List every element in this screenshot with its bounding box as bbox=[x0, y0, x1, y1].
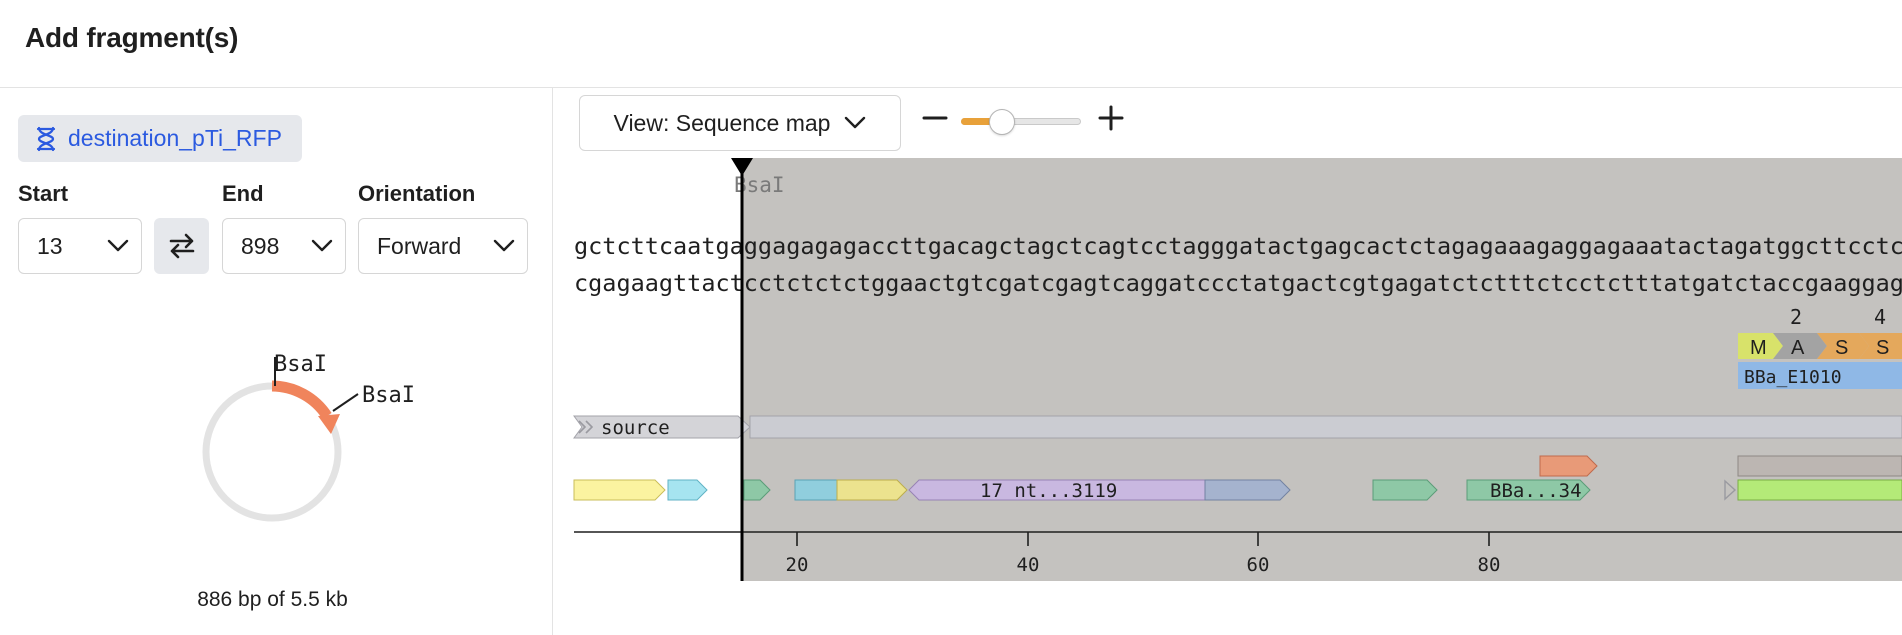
sequence-chip[interactable]: destination_pTi_RFP bbox=[18, 115, 302, 162]
start-label: Start bbox=[18, 181, 69, 206]
source-feature-label: source bbox=[601, 417, 670, 439]
feature-label: BBa...34 bbox=[1490, 480, 1582, 502]
view-mode-label: View: Sequence map bbox=[613, 109, 831, 136]
selection-region bbox=[742, 158, 1902, 581]
orientation-label: Orientation bbox=[358, 181, 476, 206]
feature-cyan[interactable] bbox=[667, 479, 708, 501]
feature-arrow-marker bbox=[1724, 479, 1737, 501]
zoom-slider-fill bbox=[961, 118, 1003, 125]
feature-khaki[interactable] bbox=[836, 479, 908, 501]
enzyme-label: BsaI bbox=[274, 352, 327, 377]
zoom-slider-handle[interactable] bbox=[989, 109, 1016, 135]
zoom-slider[interactable] bbox=[961, 109, 1085, 135]
cut-site-marker-icon[interactable] bbox=[731, 158, 753, 176]
enzyme-label: BsaI bbox=[362, 383, 415, 408]
bottom-strand-sequence: cgagaagttactcctctctctggaactgtcgatcgagtca… bbox=[574, 269, 1902, 297]
start-value: 13 bbox=[37, 232, 63, 259]
enzyme-tick-2 bbox=[332, 393, 359, 412]
amino-acid-S bbox=[1859, 333, 1902, 359]
amino-acid-label: M bbox=[1750, 337, 1767, 359]
chevron-down-icon bbox=[311, 239, 333, 252]
viewer-toolbar: View: Sequence map bbox=[553, 88, 1902, 158]
zoom-in-icon[interactable] bbox=[1093, 100, 1129, 136]
amino-acid-S bbox=[1817, 333, 1869, 359]
start-select[interactable]: 13 bbox=[18, 218, 142, 274]
top-strand-sequence: gctcttcaatgaggagagagaccttgacagctagctcagt… bbox=[574, 232, 1902, 260]
axis-tick-label: 20 bbox=[786, 554, 809, 576]
selection-arrowhead bbox=[318, 414, 340, 434]
source-feature-bar[interactable] bbox=[749, 415, 1902, 439]
source-feature-start[interactable] bbox=[573, 415, 751, 439]
feature-green-2[interactable] bbox=[1372, 479, 1438, 501]
zoom-out-icon[interactable] bbox=[917, 100, 953, 136]
feature-label: 17 nt...3119 bbox=[980, 480, 1117, 502]
feature-bba[interactable] bbox=[1466, 479, 1591, 501]
feature-lime[interactable] bbox=[1737, 479, 1902, 501]
aa-position-number: 2 bbox=[1790, 305, 1802, 329]
chevron-down-icon bbox=[107, 239, 129, 252]
axis-tick-label: 60 bbox=[1247, 554, 1270, 576]
sequence-map-viewer[interactable]: BsaI gctcttcaatgaggagagagaccttgacagctagc… bbox=[555, 158, 1902, 635]
dialog-header: Add fragment(s) bbox=[0, 0, 1902, 88]
chevron-down-icon bbox=[493, 239, 515, 252]
feature-grey[interactable] bbox=[1737, 455, 1902, 477]
amino-acid-A bbox=[1773, 333, 1827, 359]
feature-slate[interactable] bbox=[1204, 479, 1291, 501]
axis-tick-label: 40 bbox=[1017, 554, 1040, 576]
view-mode-select[interactable]: View: Sequence map bbox=[579, 95, 901, 151]
end-label: End bbox=[222, 181, 264, 206]
aa-position-number: 4 bbox=[1874, 305, 1886, 329]
double-chevron-icon bbox=[578, 420, 594, 434]
axis-tick-label: 80 bbox=[1478, 554, 1501, 576]
feature-yellow[interactable] bbox=[573, 479, 666, 501]
fragment-length-info: 886 bp of 5.5 kb bbox=[197, 588, 348, 611]
circular-plasmid-map: BsaI BsaI bbox=[202, 352, 415, 522]
selection-arc bbox=[271, 380, 332, 420]
orientation-value: Forward bbox=[377, 232, 462, 259]
amino-acid-label: S bbox=[1876, 337, 1889, 359]
feature-lavender[interactable] bbox=[908, 479, 1206, 501]
axis-ticks: 20 40 60 80 bbox=[786, 532, 1501, 576]
orientation-select[interactable]: Forward bbox=[358, 218, 528, 274]
fragment-settings-panel: destination_pTi_RFP Start End Orientatio… bbox=[0, 88, 553, 635]
dialog-title: Add fragment(s) bbox=[25, 22, 239, 53]
cds-feature-bba-e1010[interactable] bbox=[1738, 362, 1902, 389]
cds-feature-label: BBa_E1010 bbox=[1744, 367, 1842, 388]
swap-arrows-icon bbox=[169, 233, 194, 259]
end-select[interactable]: 898 bbox=[222, 218, 346, 274]
amino-acid-label: A bbox=[1791, 337, 1805, 359]
amino-acid-label: S bbox=[1835, 337, 1848, 359]
swap-ends-button[interactable] bbox=[154, 218, 209, 274]
feature-salmon[interactable] bbox=[1539, 455, 1598, 477]
feature-green[interactable] bbox=[743, 479, 771, 501]
amino-acid-M bbox=[1738, 333, 1783, 359]
sequence-name: destination_pTi_RFP bbox=[68, 125, 282, 151]
dna-icon bbox=[36, 126, 56, 151]
end-value: 898 bbox=[241, 232, 280, 259]
chevron-down-icon bbox=[845, 116, 866, 129]
